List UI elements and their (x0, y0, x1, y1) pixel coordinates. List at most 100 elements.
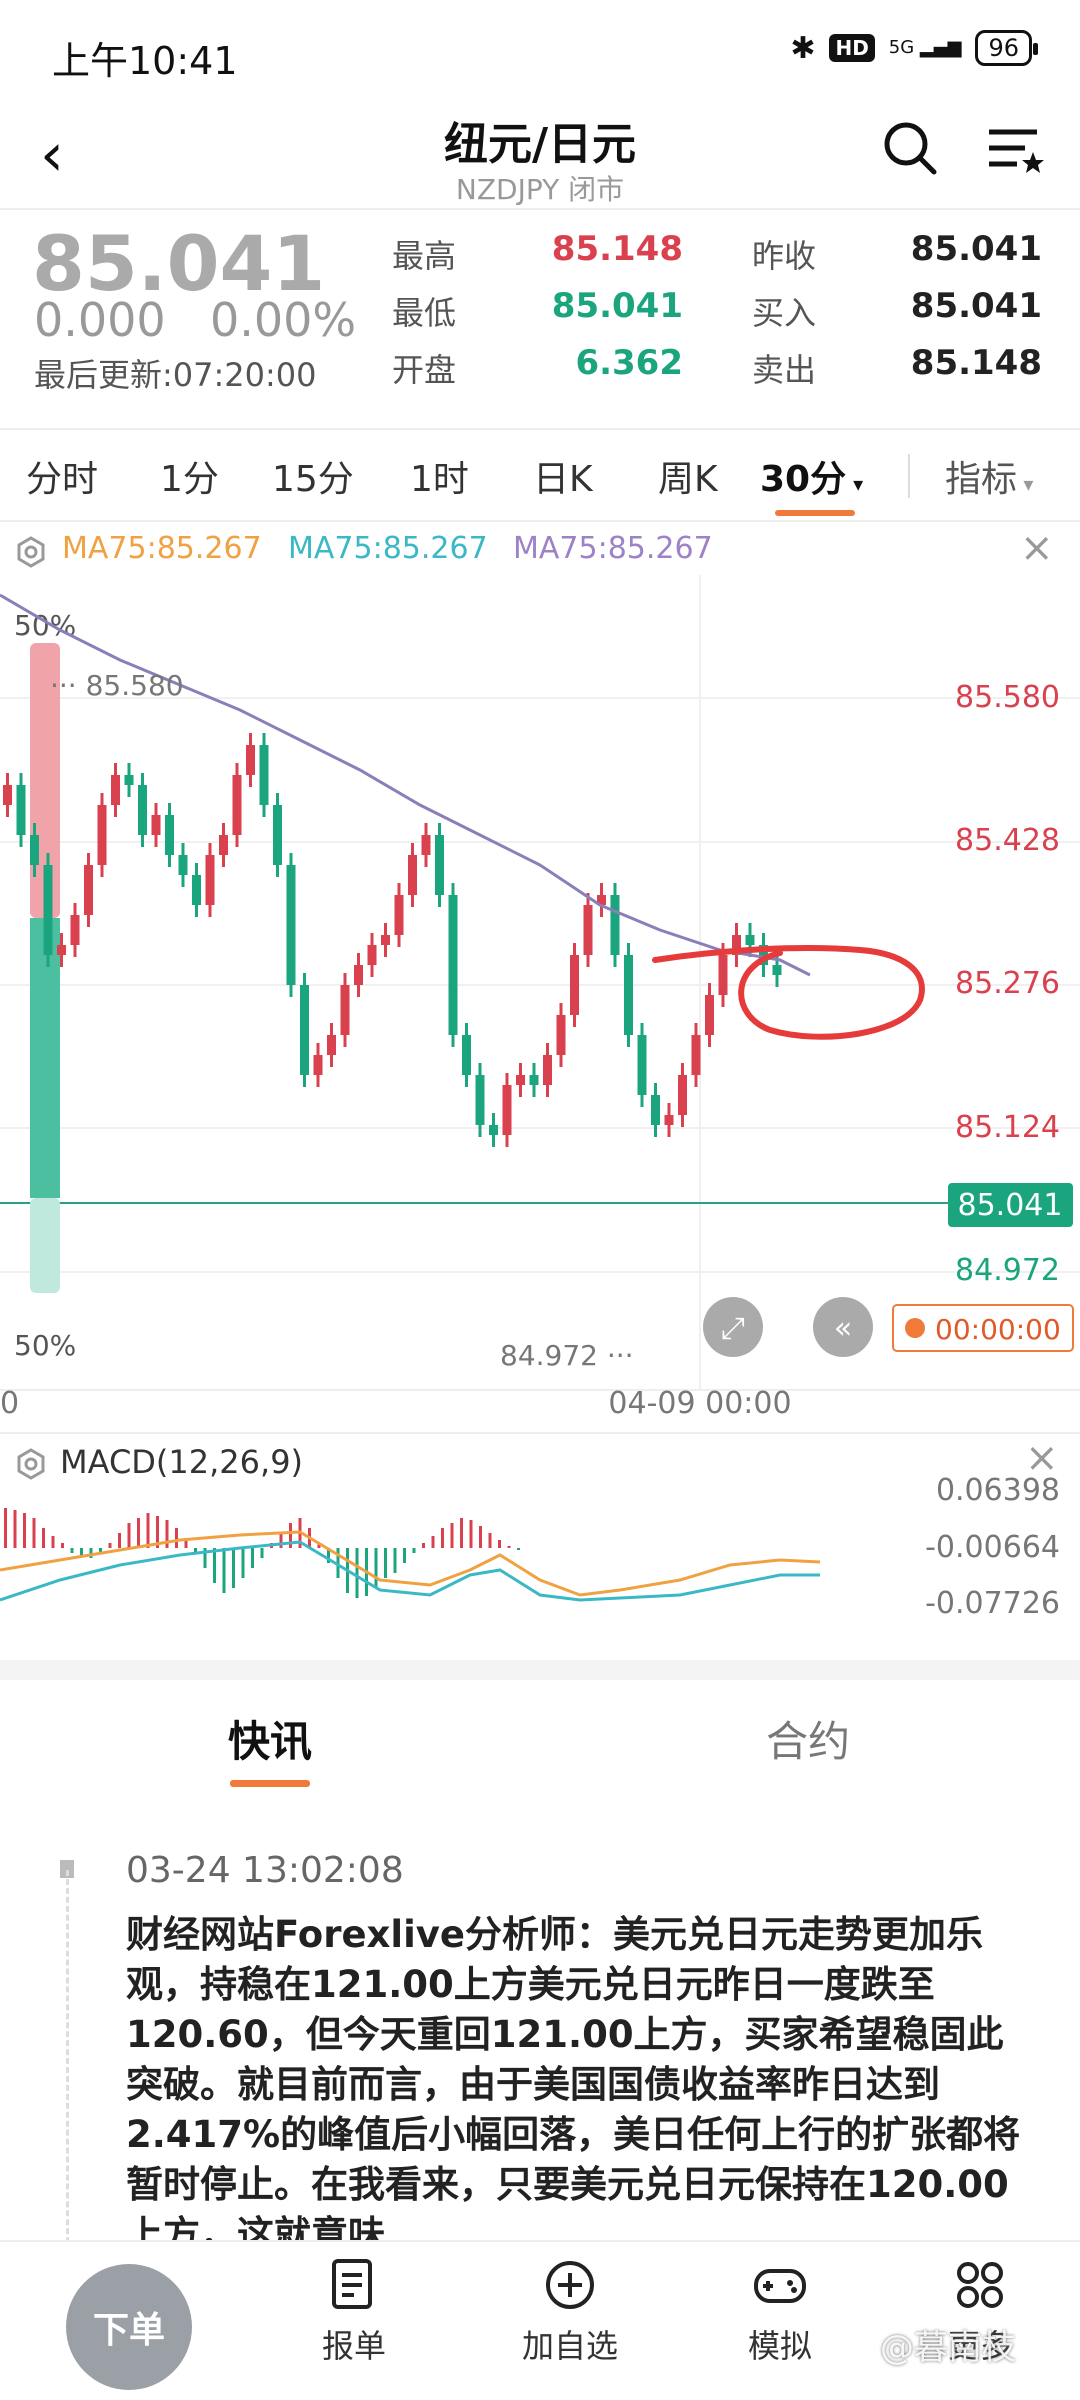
candle (745, 935, 755, 945)
price-change-pct: 0.00% (210, 293, 357, 347)
ma-legend: MA75:85.267 MA75:85.267 MA75:85.267 × (0, 525, 1080, 575)
tab-daily[interactable]: 日K (533, 459, 593, 500)
macd-bar (403, 1548, 406, 1563)
close-icon[interactable]: × (1020, 525, 1054, 571)
macd-bar (156, 1516, 159, 1548)
nav-simulate[interactable]: 模拟 (700, 2257, 860, 2367)
tab-1min[interactable]: 1分 (160, 459, 219, 500)
candle (340, 985, 350, 1035)
bid-value: 85.041 (910, 286, 1042, 326)
report-icon (332, 2259, 372, 2309)
high-value: 85.148 (551, 229, 683, 269)
candle (421, 835, 431, 855)
rewind-button[interactable] (813, 1297, 873, 1357)
order-button[interactable]: 下单 (66, 2264, 192, 2390)
title-bar: ‹ 纽元/日元 NZDJPY 闭市 (0, 100, 1080, 210)
status-time: 上午10:41 (52, 39, 238, 83)
settings-hex-icon[interactable] (14, 1447, 48, 1481)
candle (30, 835, 39, 865)
macd-bar (479, 1526, 482, 1548)
news-tabs: 快讯 合约 (0, 1680, 1080, 1790)
bluetooth-icon: ✱ (790, 30, 816, 66)
nav-add-watchlist[interactable]: 加自选 (490, 2257, 650, 2367)
tab-1hour[interactable]: 1时 (410, 459, 469, 500)
x-date-label: 04-09 00:00 (608, 1386, 791, 1421)
divider (0, 520, 1080, 522)
divider (908, 454, 910, 498)
candle (313, 1055, 323, 1075)
candle (57, 945, 66, 955)
candle (543, 1055, 552, 1085)
tab-intraday[interactable]: 分时 (26, 459, 99, 500)
grid (0, 575, 1080, 1390)
quote-panel: 85.041 0.000 0.00% 最后更新:07:20:00 最高 85.1… (0, 215, 1080, 425)
candle (367, 945, 377, 965)
y-label-5: 84.972 (955, 1253, 1060, 1288)
settings-hex-icon[interactable] (14, 535, 48, 569)
macd-bar (374, 1548, 378, 1588)
ma-label-2: MA75:85.267 (288, 531, 488, 566)
tab-30min[interactable]: 30分 ▾ (760, 459, 864, 500)
open-value: 6.362 (575, 343, 683, 383)
add-circle-icon (546, 2261, 594, 2309)
candles (3, 733, 782, 1147)
candle (691, 1035, 701, 1075)
macd-label-3: -0.07726 (925, 1586, 1060, 1621)
tab-indicator[interactable]: 指标 ▾ (945, 459, 1034, 500)
candle (286, 865, 296, 985)
close-icon[interactable]: × (1025, 1435, 1059, 1481)
macd-bar (498, 1540, 501, 1548)
macd-chart: 0.06398 -0.00664 -0.07726 (0, 1473, 1060, 1621)
pct-bottom-label: 50% (14, 1329, 76, 1362)
candle (637, 1035, 647, 1095)
fullscreen-button[interactable] (703, 1297, 763, 1357)
news-text[interactable]: 财经网站Forexlive分析师：美元兑日元走势更加乐观，持稳在121.00上方… (126, 1913, 1021, 2240)
candle (556, 1015, 566, 1055)
current-price-tag-text: 85.041 (958, 1188, 1063, 1223)
news-list: 03-24 13:02:08 财经网站Forexlive分析师：美元兑日元走势更… (0, 1840, 1080, 2240)
candlestick-chart[interactable]: 50% 50% ··· 85.580 84.972 ··· 85.580 85.… (0, 575, 1080, 1430)
candle (192, 875, 201, 905)
macd-bar (460, 1518, 463, 1548)
nav-more[interactable]: 更多 (900, 2257, 1060, 2367)
search-icon[interactable] (880, 118, 940, 178)
macd-legend: MACD(12,26,9) × (0, 1435, 1080, 1495)
candle (651, 1095, 660, 1125)
active-tab-underline (775, 510, 855, 516)
macd-bar (289, 1523, 292, 1548)
macd-bar (241, 1548, 245, 1578)
signal-icon: 5G ▂▄▆ (888, 37, 962, 58)
candle (624, 955, 633, 1035)
candle (705, 995, 714, 1035)
candle (111, 775, 120, 805)
sentiment-bar-down (30, 918, 60, 1198)
countdown-badge (892, 1304, 1074, 1352)
double-chevron-left-icon: « (834, 1311, 852, 1346)
candle (151, 815, 161, 835)
tab-contract[interactable]: 合约 (766, 1717, 851, 1766)
macd-bar (232, 1548, 235, 1588)
ma-label-1: MA75:85.267 (62, 531, 262, 566)
macd-bar (146, 1513, 150, 1548)
candle (205, 855, 215, 905)
tab-15min[interactable]: 15分 (272, 459, 354, 500)
candle (759, 945, 768, 965)
macd-bar (507, 1546, 511, 1548)
candle (273, 805, 282, 865)
macd-label-2: -0.00664 (925, 1530, 1060, 1565)
back-icon[interactable]: ‹ (40, 120, 64, 190)
candle (597, 895, 606, 905)
nav-report[interactable]: 报单 (274, 2257, 434, 2367)
tab-flash-news[interactable]: 快讯 (228, 1717, 313, 1766)
status-icons: ✱ HD 5G ▂▄▆ 96 (790, 30, 1038, 66)
candle (259, 745, 269, 805)
macd-bar (431, 1536, 435, 1548)
candle (246, 745, 255, 775)
divider (0, 428, 1080, 430)
candle (178, 855, 188, 875)
macd-bar (336, 1548, 340, 1578)
macd-bar (137, 1518, 140, 1548)
macd-bar (222, 1548, 226, 1593)
menu-star-icon[interactable] (985, 120, 1045, 180)
tab-weekly[interactable]: 周K (658, 459, 718, 500)
